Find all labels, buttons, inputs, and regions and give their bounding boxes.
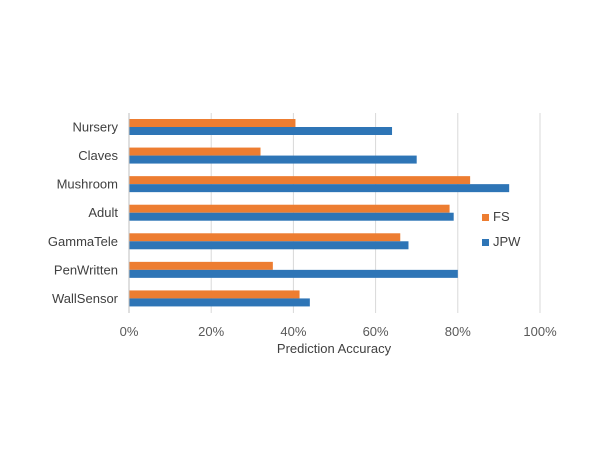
bar-jpw-gammatele (129, 241, 409, 250)
bar-fs-gammatele (129, 233, 401, 242)
legend-swatch-fs (482, 214, 489, 221)
bar-jpw-wallsensor (129, 298, 310, 307)
x-tick-label: 20% (198, 324, 224, 339)
category-label: WallSensor (52, 291, 119, 306)
x-tick-label: 60% (363, 324, 389, 339)
category-labels: Nursery Claves Mushroom Adult GammaTele PenWr… (48, 120, 119, 306)
bar-fs-wallsensor (129, 290, 300, 299)
legend-swatch-jpw (482, 239, 489, 246)
x-tick-label: 100% (523, 324, 557, 339)
x-tick-label: 40% (280, 324, 306, 339)
x-tick-label: 0% (120, 324, 139, 339)
category-label: Nursery (72, 120, 118, 135)
bar-fs-nursery (129, 119, 296, 127)
legend-label-jpw: JPW (493, 234, 521, 249)
bars (129, 119, 510, 307)
x-tick-labels: 0% 20% 40% 60% 80% 100% (120, 324, 557, 339)
bar-jpw-adult (129, 212, 454, 221)
legend-label-fs: FS (493, 209, 510, 224)
category-label: Adult (88, 205, 118, 220)
bar-fs-adult (129, 204, 450, 213)
category-label: Mushroom (57, 177, 118, 192)
category-label: Claves (78, 148, 118, 163)
bar-jpw-mushroom (129, 184, 510, 193)
bar-jpw-penwritten (129, 269, 458, 278)
bar-jpw-nursery (129, 127, 393, 135)
bar-fs-claves (129, 147, 261, 156)
bar-fs-mushroom (129, 176, 471, 185)
legend: FS JPW (482, 209, 521, 249)
x-axis-title: Prediction Accuracy (277, 341, 392, 356)
x-tick-label: 80% (445, 324, 471, 339)
bar-fs-penwritten (129, 261, 273, 270)
category-label: GammaTele (48, 234, 118, 249)
category-label: PenWritten (54, 262, 118, 277)
bar-jpw-claves (129, 155, 417, 164)
